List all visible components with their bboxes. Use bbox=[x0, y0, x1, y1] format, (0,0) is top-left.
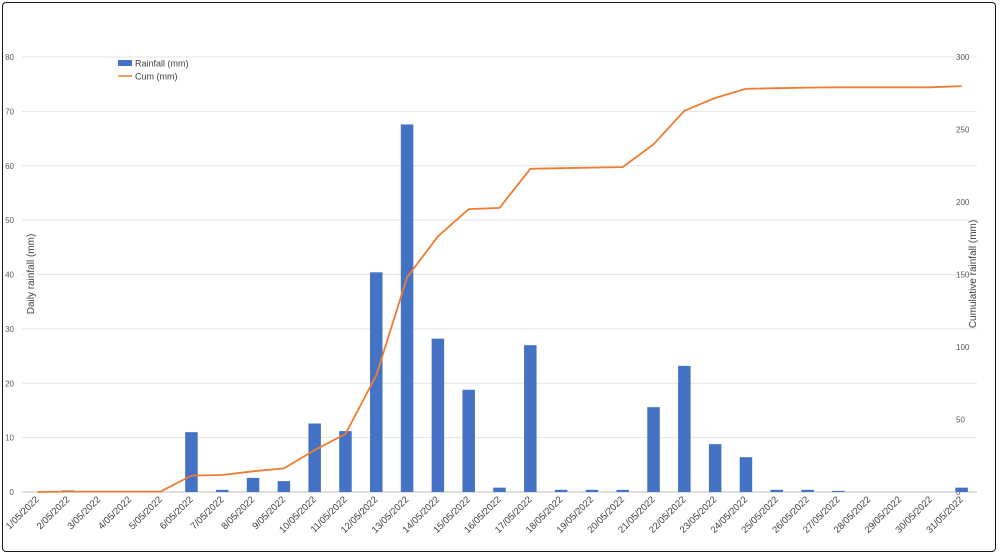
y-tick-label: 80 bbox=[5, 53, 14, 62]
bar bbox=[647, 407, 660, 492]
bar bbox=[801, 489, 814, 492]
bar bbox=[215, 489, 229, 492]
y2-tick-label: 250 bbox=[956, 126, 970, 135]
y-tick-label: 10 bbox=[5, 434, 14, 443]
bar bbox=[955, 487, 968, 492]
y2-axis-label: Cumulative rainfall (mm) bbox=[968, 220, 979, 328]
bar bbox=[770, 489, 784, 492]
bar bbox=[185, 432, 198, 492]
y-tick-label: 50 bbox=[5, 216, 14, 225]
bar bbox=[462, 389, 475, 492]
bar bbox=[400, 124, 414, 493]
bar bbox=[246, 477, 260, 492]
bar bbox=[339, 431, 352, 492]
y2-tick-label: 150 bbox=[956, 271, 970, 280]
x-axis-ticks: 1/05/20222/05/20223/05/20224/05/20225/05… bbox=[4, 494, 966, 535]
y2-tick-label: 300 bbox=[956, 53, 970, 62]
y2-tick-label: 100 bbox=[956, 343, 970, 352]
series-line bbox=[37, 85, 962, 493]
bar bbox=[370, 272, 383, 492]
bar bbox=[678, 365, 691, 492]
y2-tick-label: 0 bbox=[956, 488, 961, 497]
y-tick-label: 60 bbox=[5, 162, 14, 171]
y-tick-label: 40 bbox=[5, 271, 14, 280]
bar bbox=[493, 487, 506, 492]
rainfall-bars bbox=[61, 124, 968, 493]
bar bbox=[431, 338, 445, 492]
y2-tick-label: 200 bbox=[956, 198, 970, 207]
bar bbox=[616, 489, 629, 492]
bar bbox=[832, 490, 845, 492]
bar bbox=[277, 481, 291, 492]
y-tick-label: 0 bbox=[10, 488, 15, 497]
legend: Rainfall (mm) Cum (mm) bbox=[118, 59, 189, 82]
cumulative-line bbox=[37, 85, 962, 493]
bar bbox=[708, 444, 722, 492]
y-tick-label: 20 bbox=[5, 379, 14, 388]
y-axis-label: Daily rainfall (mm) bbox=[26, 234, 37, 315]
legend-label-cum: Cum (mm) bbox=[135, 72, 178, 82]
bar bbox=[308, 423, 321, 492]
y2-tick-label: 50 bbox=[956, 416, 965, 425]
right-axis-ticks: 0 50 100 150 200 250 300 bbox=[956, 53, 970, 497]
bar bbox=[739, 457, 753, 492]
y-tick-label: 70 bbox=[5, 107, 14, 116]
legend-label-rainfall: Rainfall (mm) bbox=[135, 59, 189, 69]
bar bbox=[524, 345, 537, 492]
bar bbox=[554, 489, 568, 492]
legend-swatch-rainfall bbox=[118, 60, 132, 66]
left-axis-ticks: 0 10 20 30 40 50 60 70 80 bbox=[5, 53, 14, 497]
gridlines bbox=[22, 56, 977, 493]
bar bbox=[585, 489, 599, 492]
y-tick-label: 30 bbox=[5, 325, 14, 334]
